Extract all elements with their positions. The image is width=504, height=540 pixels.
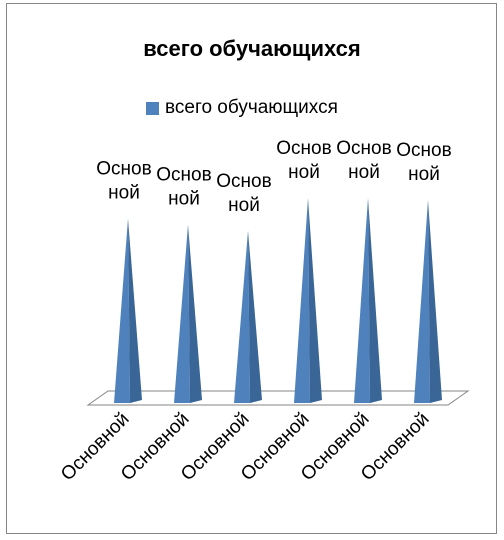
pyramid-bar-side bbox=[308, 198, 322, 403]
pyramid-bar-front bbox=[174, 224, 190, 403]
pyramid-bar-side bbox=[128, 218, 142, 403]
pyramid-bar-side bbox=[428, 200, 442, 403]
pyramid-bar-side bbox=[188, 224, 202, 403]
legend-label: всего обучающихся bbox=[165, 97, 338, 118]
data-label: Основ ной bbox=[96, 159, 151, 204]
data-label: Основ ной bbox=[336, 138, 391, 183]
chart-area bbox=[6, 3, 497, 534]
legend: всего обучающихся bbox=[146, 96, 338, 120]
pyramid-bar-front bbox=[414, 200, 430, 403]
pyramid-bar-side bbox=[248, 230, 262, 403]
data-label: Основ ной bbox=[216, 171, 271, 216]
pyramid-bar-side bbox=[368, 198, 382, 403]
pyramid-bar-front bbox=[294, 198, 310, 403]
pyramid-bar-front bbox=[114, 218, 130, 403]
pyramid-bar-front bbox=[234, 230, 250, 403]
data-label: Основ ной bbox=[276, 138, 331, 183]
pyramid-series bbox=[114, 198, 442, 403]
pyramid-bar-front bbox=[354, 198, 370, 403]
legend-swatch bbox=[146, 101, 159, 115]
data-label: Основ ной bbox=[396, 140, 451, 185]
category-label-group: ОсновнойОсновнойОсновнойОсновнойОсновной… bbox=[57, 409, 433, 485]
chart-title: всего обучающихся bbox=[143, 36, 361, 61]
data-label: Основ ной bbox=[156, 165, 211, 210]
chart-floor bbox=[86, 390, 470, 406]
